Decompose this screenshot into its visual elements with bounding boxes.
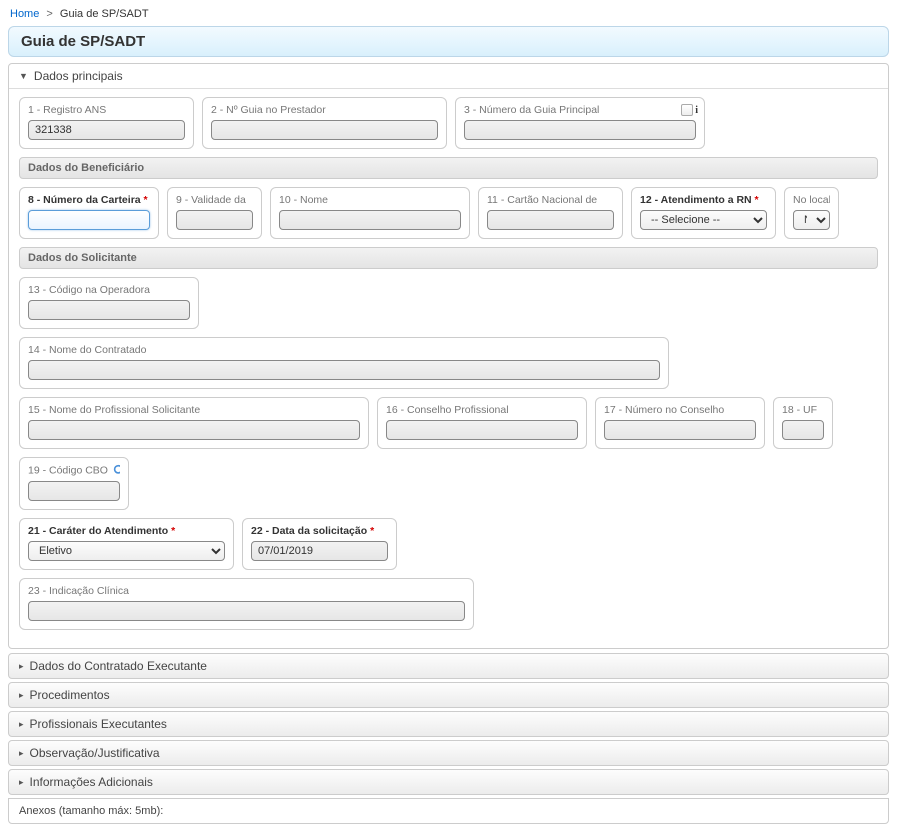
field-uf: 18 - UF	[773, 397, 833, 449]
input-validade[interactable]	[176, 210, 253, 230]
breadcrumb: Home > Guia de SP/SADT	[4, 4, 893, 24]
input-cartao-nacional[interactable]	[487, 210, 614, 230]
section-beneficiario: Dados do Beneficiário	[19, 157, 878, 179]
select-no-local[interactable]: Não	[793, 210, 830, 230]
field-no-local: No local Não	[784, 187, 839, 239]
accordion-title: Profissionais Executantes	[30, 717, 167, 731]
input-codigo-cbo[interactable]	[28, 481, 120, 501]
expand-icon: ▸	[19, 748, 24, 759]
input-num-carteira[interactable]	[28, 210, 150, 230]
breadcrumb-separator: >	[46, 8, 52, 20]
field-num-carteira: 8 - Número da Carteira *	[19, 187, 159, 239]
label-conselho-profissional: 16 - Conselho Profissional	[386, 404, 578, 416]
field-registro-ans: 1 - Registro ANS	[19, 97, 194, 149]
accordion-header-contratado-executante[interactable]: ▸ Dados do Contratado Executante	[8, 653, 889, 679]
select-carater-atendimento[interactable]: Eletivo	[28, 541, 225, 561]
field-nome: 10 - Nome	[270, 187, 470, 239]
field-indicacao-clinica: 23 - Indicação Clínica	[19, 578, 474, 630]
input-uf[interactable]	[782, 420, 824, 440]
field-carater-atendimento: 21 - Caráter do Atendimento * Eletivo	[19, 518, 234, 570]
accordion-body-main: 1 - Registro ANS 2 - Nº Guia no Prestado…	[9, 89, 888, 648]
input-num-guia-principal[interactable]	[464, 120, 696, 140]
section-solicitante: Dados do Solicitante	[19, 247, 878, 269]
accordion-title: Observação/Justificativa	[30, 746, 160, 760]
accordion-main: ▼ Dados principais 1 - Registro ANS 2 - …	[8, 63, 889, 649]
label-num-carteira: 8 - Número da Carteira *	[28, 194, 150, 206]
page-title: Guia de SP/SADT	[8, 26, 889, 57]
field-numero-conselho: 17 - Número no Conselho	[595, 397, 765, 449]
input-numero-conselho[interactable]	[604, 420, 756, 440]
label-registro-ans: 1 - Registro ANS	[28, 104, 185, 116]
collapse-icon: ▼	[19, 71, 28, 81]
field-codigo-cbo: 19 - Código CBO	[19, 457, 129, 510]
input-num-guia-prestador[interactable]	[211, 120, 438, 140]
expand-icon: ▸	[19, 777, 24, 788]
field-nome-contratado: 14 - Nome do Contratado	[19, 337, 669, 389]
input-nome[interactable]	[279, 210, 461, 230]
expand-icon: ▸	[19, 690, 24, 701]
accordion-title: Dados principais	[34, 69, 123, 83]
label-no-local: No local	[793, 194, 830, 206]
label-data-solicitacao: 22 - Data da solicitação *	[251, 525, 388, 537]
label-carater-atendimento: 21 - Caráter do Atendimento *	[28, 525, 225, 537]
label-uf: 18 - UF	[782, 404, 824, 416]
input-data-solicitacao[interactable]	[251, 541, 388, 561]
accordion-header-profissionais-executantes[interactable]: ▸ Profissionais Executantes	[8, 711, 889, 737]
label-validade: 9 - Validade da	[176, 194, 253, 206]
field-data-solicitacao: 22 - Data da solicitação *	[242, 518, 397, 570]
info-icon[interactable]: i	[681, 104, 698, 116]
field-nome-profissional: 15 - Nome do Profissional Solicitante	[19, 397, 369, 449]
field-atendimento-rn: 12 - Atendimento a RN * -- Selecione --	[631, 187, 776, 239]
label-indicacao-clinica: 23 - Indicação Clínica	[28, 585, 465, 597]
field-num-guia-principal: 3 - Número da Guia Principal i	[455, 97, 705, 149]
input-registro-ans[interactable]	[28, 120, 185, 140]
label-nome: 10 - Nome	[279, 194, 461, 206]
input-indicacao-clinica[interactable]	[28, 601, 465, 621]
label-codigo-operadora: 13 - Código na Operadora	[28, 284, 190, 296]
accordion-header-observacao[interactable]: ▸ Observação/Justificativa	[8, 740, 889, 766]
field-conselho-profissional: 16 - Conselho Profissional	[377, 397, 587, 449]
breadcrumb-home-link[interactable]: Home	[10, 8, 39, 20]
label-num-guia-principal: 3 - Número da Guia Principal	[464, 104, 696, 116]
label-atendimento-rn: 12 - Atendimento a RN *	[640, 194, 767, 206]
label-numero-conselho: 17 - Número no Conselho	[604, 404, 756, 416]
field-codigo-operadora: 13 - Código na Operadora	[19, 277, 199, 329]
label-codigo-cbo: 19 - Código CBO	[28, 464, 120, 477]
accordion-header-info-adicionais[interactable]: ▸ Informações Adicionais	[8, 769, 889, 795]
field-cartao-nacional: 11 - Cartão Nacional de	[478, 187, 623, 239]
accordion-title: Informações Adicionais	[30, 775, 153, 789]
input-nome-profissional[interactable]	[28, 420, 360, 440]
search-icon[interactable]	[113, 464, 120, 477]
anexos-label: Anexos (tamanho máx: 5mb):	[8, 798, 889, 824]
input-codigo-operadora[interactable]	[28, 300, 190, 320]
label-nome-contratado: 14 - Nome do Contratado	[28, 344, 660, 356]
input-conselho-profissional[interactable]	[386, 420, 578, 440]
field-validade: 9 - Validade da	[167, 187, 262, 239]
expand-icon: ▸	[19, 661, 24, 672]
select-atendimento-rn[interactable]: -- Selecione --	[640, 210, 767, 230]
field-num-guia-prestador: 2 - Nº Guia no Prestador	[202, 97, 447, 149]
accordion-title: Procedimentos	[30, 688, 110, 702]
accordion-title: Dados do Contratado Executante	[30, 659, 207, 673]
breadcrumb-current: Guia de SP/SADT	[60, 8, 149, 20]
label-nome-profissional: 15 - Nome do Profissional Solicitante	[28, 404, 360, 416]
expand-icon: ▸	[19, 719, 24, 730]
label-num-guia-prestador: 2 - Nº Guia no Prestador	[211, 104, 438, 116]
label-cartao-nacional: 11 - Cartão Nacional de	[487, 194, 614, 206]
accordion-header-dados-principais[interactable]: ▼ Dados principais	[9, 64, 888, 89]
accordion-header-procedimentos[interactable]: ▸ Procedimentos	[8, 682, 889, 708]
input-nome-contratado[interactable]	[28, 360, 660, 380]
